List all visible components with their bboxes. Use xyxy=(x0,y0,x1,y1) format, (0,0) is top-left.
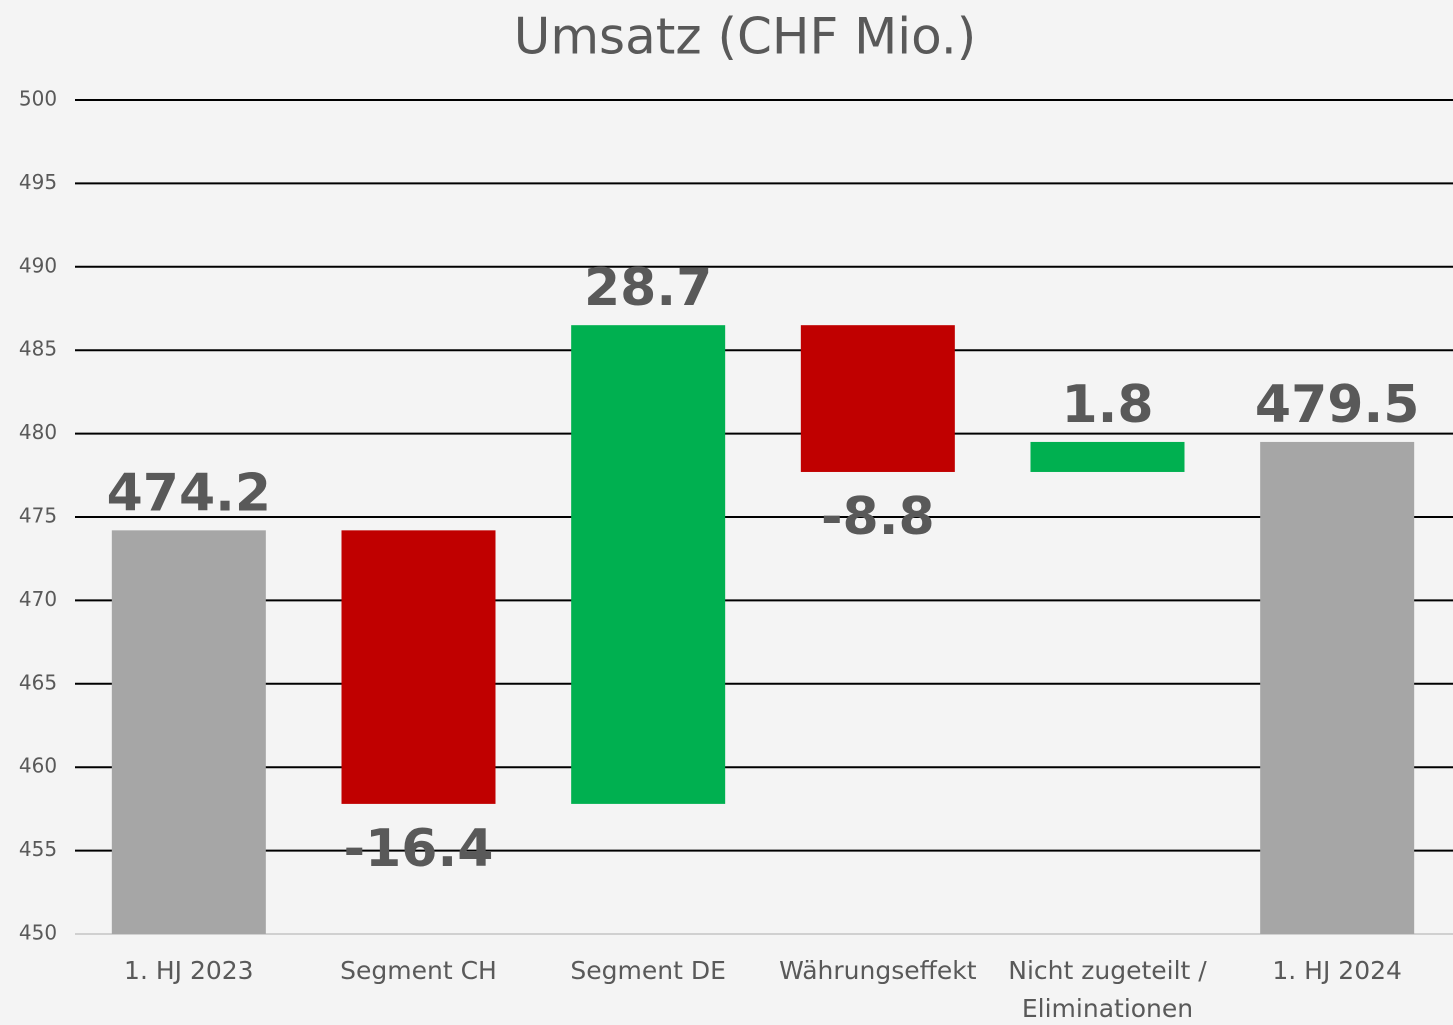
y-tick-label: 490 xyxy=(19,253,57,277)
value-label: 479.5 xyxy=(1255,375,1419,435)
y-tick-label: 470 xyxy=(19,587,57,611)
bar xyxy=(1260,441,1415,934)
value-label: 28.7 xyxy=(584,258,712,318)
value-label: 474.2 xyxy=(107,463,271,523)
x-tick-label: 1. HJ 2023 xyxy=(124,956,254,985)
x-tick-label: Segment CH xyxy=(340,956,497,985)
x-tick-label: Währungseffekt xyxy=(779,956,977,985)
x-tick-label: 1. HJ 2024 xyxy=(1272,956,1402,985)
y-tick-label: 485 xyxy=(19,337,57,361)
x-tick-label: Nicht zugeteilt / Eliminationen xyxy=(1008,956,1207,1023)
x-tick-label: Segment DE xyxy=(570,956,726,985)
bar xyxy=(571,325,726,804)
y-tick-label: 455 xyxy=(19,837,57,861)
y-tick-label: 480 xyxy=(19,420,57,444)
y-tick-label: 495 xyxy=(19,170,57,194)
bar xyxy=(111,530,266,934)
value-label: -8.8 xyxy=(821,487,935,547)
value-label: 1.8 xyxy=(1061,375,1153,435)
y-tick-label: 450 xyxy=(19,921,57,945)
chart-title: Umsatz (CHF Mio.) xyxy=(514,8,977,66)
bar xyxy=(800,325,955,472)
y-tick-label: 475 xyxy=(19,504,57,528)
value-label: -16.4 xyxy=(344,819,494,879)
bar xyxy=(1030,441,1185,472)
bar xyxy=(341,530,496,804)
y-tick-label: 460 xyxy=(19,754,57,778)
y-tick-label: 500 xyxy=(19,87,57,111)
y-tick-label: 465 xyxy=(19,670,57,694)
